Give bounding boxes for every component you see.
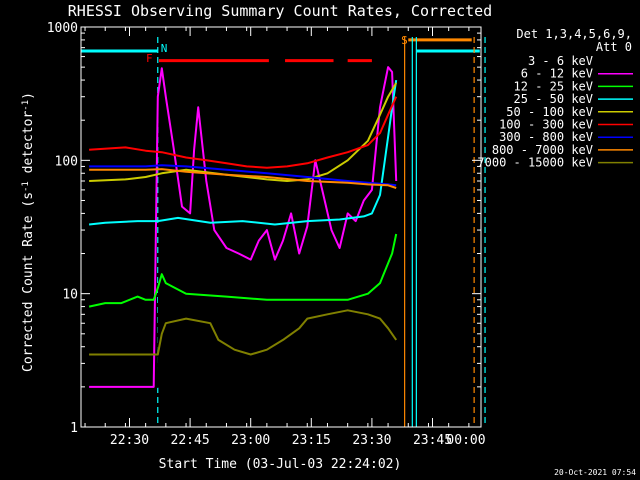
chart-title: RHESSI Observing Summary Count Rates, Co…: [68, 2, 492, 20]
y-axis: 1 10 100 1000: [47, 21, 481, 436]
x-tick-label: 22:45: [171, 433, 210, 448]
series-line: [89, 168, 397, 189]
series-line: [89, 82, 398, 182]
legend-entry-label: 800 - 7000 keV: [492, 143, 593, 157]
x-tick-label: 23:45: [413, 433, 452, 448]
x-axis-label: Start Time (03-Jul-03 22:24:02): [159, 457, 402, 472]
y-tick-label: 1000: [47, 21, 78, 36]
legend-entry-label: 7000 - 15000 keV: [477, 156, 593, 170]
legend-entry-label: 3 - 6 keV: [528, 54, 593, 68]
series-line: [89, 309, 398, 356]
y-tick-label: 1: [70, 421, 78, 436]
legend-entry-label: 25 - 50 keV: [514, 92, 593, 106]
data-series: [88, 66, 398, 388]
legend-header-line2: Att 0: [596, 40, 632, 54]
legend-header-line1: Det 1,3,4,5,6,9,: [516, 27, 632, 41]
legend-entry-label: 12 - 25 keV: [514, 79, 593, 93]
footer-timestamp: 20-Oct-2021 07:54: [554, 468, 636, 477]
legend-entry-label: 300 - 800 keV: [499, 130, 593, 144]
annotation-label: N: [161, 42, 168, 55]
plot-frame: [80, 26, 482, 428]
series-line: [88, 79, 398, 226]
x-tick-label: 00:00: [446, 433, 485, 448]
x-tick-label: 23:30: [352, 433, 391, 448]
legend-entry-label: 50 - 100 keV: [506, 105, 593, 119]
status-bars: [81, 38, 480, 63]
annotation-label: S: [401, 34, 408, 47]
series-line: [88, 233, 398, 308]
annotation-label: F: [146, 52, 153, 65]
x-tick-label: 23:15: [292, 433, 331, 448]
y-tick-label: 10: [62, 288, 78, 303]
legend-entry-label: 6 - 12 keV: [521, 67, 593, 81]
x-tick-label: 22:30: [110, 433, 149, 448]
x-tick-label: 23:00: [231, 433, 270, 448]
y-axis-label: Corrected Count Rate (s-1 detector-1): [21, 92, 36, 372]
series-line: [89, 96, 398, 169]
y-tick-label: 100: [55, 154, 78, 169]
annotations: NF S: [146, 34, 408, 65]
legend-entry-label: 100 - 300 keV: [499, 118, 593, 132]
series-line: [89, 164, 397, 187]
